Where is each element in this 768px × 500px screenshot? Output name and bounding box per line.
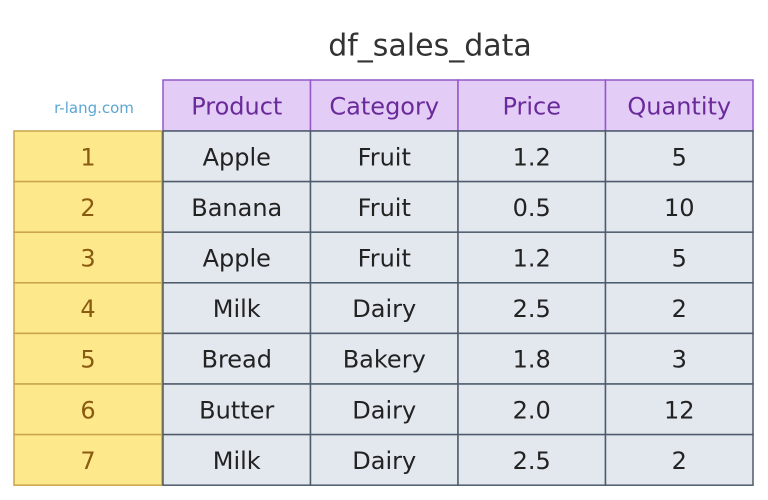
index-label: 7 [80, 447, 95, 475]
cell-text: 2.5 [513, 295, 551, 323]
cell-text: 1.2 [513, 143, 551, 171]
index-label: 3 [80, 245, 95, 273]
cell-text: 1.2 [513, 245, 551, 273]
cell-text: 1.8 [513, 346, 551, 374]
cell-text: Banana [191, 194, 282, 222]
cell-text: 3 [672, 346, 687, 374]
index-cell [13, 282, 163, 335]
data-cell [162, 231, 312, 284]
title: df_sales_data [328, 29, 532, 64]
header-label: Quantity [627, 93, 731, 121]
data-cell [604, 180, 754, 233]
data-cell [604, 231, 754, 284]
data-cell [162, 433, 312, 486]
cell-text: 2.5 [513, 447, 551, 475]
header-cell [162, 79, 312, 132]
index-label: 5 [80, 346, 95, 374]
data-cell [309, 231, 459, 284]
cell-text: 10 [664, 194, 695, 222]
index-label: 4 [80, 295, 95, 323]
cell-text: Apple [203, 143, 271, 171]
cell-text: 2.0 [513, 396, 551, 424]
watermark: r-lang.com [54, 99, 134, 117]
header-label: Price [502, 93, 561, 121]
index-label: 1 [80, 143, 95, 171]
data-cell [457, 282, 607, 335]
data-cell [457, 130, 607, 183]
cell-text: Dairy [352, 447, 416, 475]
header-label: Category [329, 93, 439, 121]
cell-text: Milk [213, 295, 261, 323]
data-cell [604, 332, 754, 385]
data-cell [457, 332, 607, 385]
cell-text: Butter [199, 396, 274, 424]
data-cell [309, 332, 459, 385]
index-label: 2 [80, 194, 95, 222]
data-cell [162, 130, 312, 183]
header-cell [457, 79, 607, 132]
data-cell [309, 282, 459, 335]
cell-text: 2 [672, 295, 687, 323]
cell-text: 0.5 [513, 194, 551, 222]
cell-text: Milk [213, 447, 261, 475]
data-cell [309, 433, 459, 486]
data-cell [604, 433, 754, 486]
cell-text: 12 [664, 396, 695, 424]
index-label: 6 [80, 396, 95, 424]
cell-text: Fruit [358, 245, 411, 273]
cell-text: Dairy [352, 295, 416, 323]
header-cell [309, 79, 459, 132]
index-cell [13, 180, 163, 233]
cell-text: Fruit [358, 194, 411, 222]
cell-text: Bakery [343, 346, 426, 374]
cell-text: 5 [672, 245, 687, 273]
data-cell [309, 180, 459, 233]
header-label: Product [191, 93, 282, 121]
cell-text: 2 [672, 447, 687, 475]
data-cell [604, 282, 754, 335]
index-cell [13, 383, 163, 436]
cell-text: 5 [672, 143, 687, 171]
index-cell [13, 433, 163, 486]
cell-text: Fruit [358, 143, 411, 171]
cell-text: Apple [203, 245, 271, 273]
data-cell [457, 231, 607, 284]
data-cell [457, 433, 607, 486]
cell-text: Dairy [352, 396, 416, 424]
header-cell [604, 79, 754, 132]
data-cell [162, 383, 312, 436]
data-cell [162, 282, 312, 335]
cell-text: Bread [201, 346, 272, 374]
